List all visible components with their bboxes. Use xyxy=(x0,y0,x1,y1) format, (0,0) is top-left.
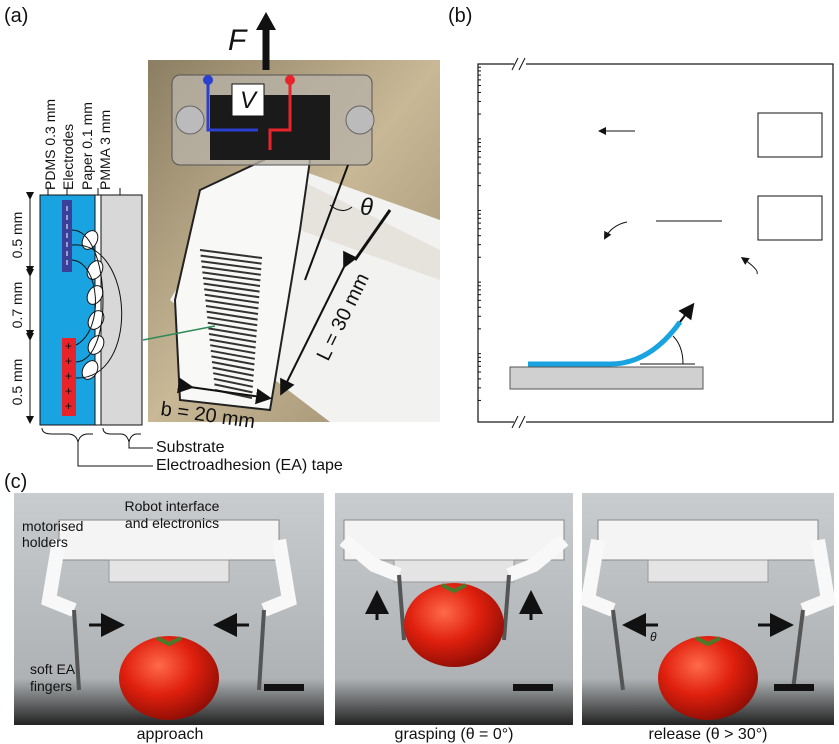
brackets xyxy=(42,428,141,442)
force-arrow-head xyxy=(256,12,276,30)
layer-label: PMMA 3 mm xyxy=(97,110,113,190)
terminal xyxy=(285,75,295,85)
bracket-leaders xyxy=(78,442,153,466)
panel-label: (c) xyxy=(4,471,27,493)
inset-force xyxy=(680,306,692,322)
tomato xyxy=(658,636,758,720)
panel-label: (b) xyxy=(448,5,472,27)
callout: Robot interface xyxy=(125,498,220,514)
svg-text:+: + xyxy=(65,384,72,398)
dimension-labels: 0.5 mm 0.7 mm 0.5 mm xyxy=(9,212,25,406)
model-box xyxy=(758,196,822,240)
layer-label: Paper 0.1 mm xyxy=(79,102,95,190)
robot-body xyxy=(344,520,564,560)
captions: approach grasping (θ = 0°) release (θ > … xyxy=(137,726,768,743)
scale-bar xyxy=(774,684,814,691)
caption: release (θ > 30°) xyxy=(649,726,768,743)
charge-plus: +++++ xyxy=(65,339,72,413)
robot-plate xyxy=(648,560,768,582)
dimension-label: 0.5 mm xyxy=(9,212,25,259)
angle-symbol: θ xyxy=(650,630,657,644)
layer-labels: PDMS 0.3 mm Electrodes Paper 0.1 mm PMMA… xyxy=(42,99,113,190)
clamp-block xyxy=(210,95,330,160)
bracket-label: Electroadhesion (EA) tape xyxy=(156,457,343,474)
annotation-arrow xyxy=(605,222,627,238)
inset-tape xyxy=(528,322,680,364)
force-symbol: F xyxy=(228,24,248,57)
scale-bar xyxy=(513,684,553,691)
dimension-label: 0.7 mm xyxy=(9,282,25,329)
layer-label: Electrodes xyxy=(60,124,76,190)
paper-layer xyxy=(95,195,101,425)
tomato xyxy=(119,636,219,720)
layer-label: PDMS 0.3 mm xyxy=(42,99,58,190)
svg-text:+: + xyxy=(65,354,72,368)
robot-body xyxy=(598,520,818,560)
scale-bar xyxy=(264,684,304,691)
dimension-label: 0.5 mm xyxy=(9,359,25,406)
screw xyxy=(176,106,204,134)
caption: grasping (θ = 0°) xyxy=(395,726,514,743)
robot-plate xyxy=(109,560,229,582)
svg-text:+: + xyxy=(65,369,72,383)
model-box xyxy=(758,113,822,157)
callout: holders xyxy=(22,534,68,550)
annotation-arrow xyxy=(743,258,758,274)
caption: approach xyxy=(137,726,204,743)
callout: and electronics xyxy=(125,515,219,531)
voltage-symbol: V xyxy=(240,87,258,114)
terminal xyxy=(203,75,213,85)
tomato xyxy=(404,583,504,667)
figure: (a) +++++ PDMS 0.3 mm Electrodes Paper 0… xyxy=(0,0,839,744)
svg-text:+: + xyxy=(65,399,72,413)
panel-label: (a) xyxy=(4,5,28,27)
panel-a: (a) +++++ PDMS 0.3 mm Electrodes Paper 0… xyxy=(4,5,440,474)
bracket-label: Substrate xyxy=(156,439,225,456)
panel-c: (c) Robot interface and electronics moto… xyxy=(4,471,834,743)
screw xyxy=(346,106,374,134)
svg-text:+: + xyxy=(65,339,72,353)
callout: motorised xyxy=(22,518,83,534)
inset-arc xyxy=(673,336,683,364)
callout: soft EA xyxy=(30,661,76,677)
angle-symbol: θ xyxy=(360,194,373,221)
callout: fingers xyxy=(30,678,72,694)
inset-substrate xyxy=(510,367,703,389)
robot-plate xyxy=(394,560,514,582)
